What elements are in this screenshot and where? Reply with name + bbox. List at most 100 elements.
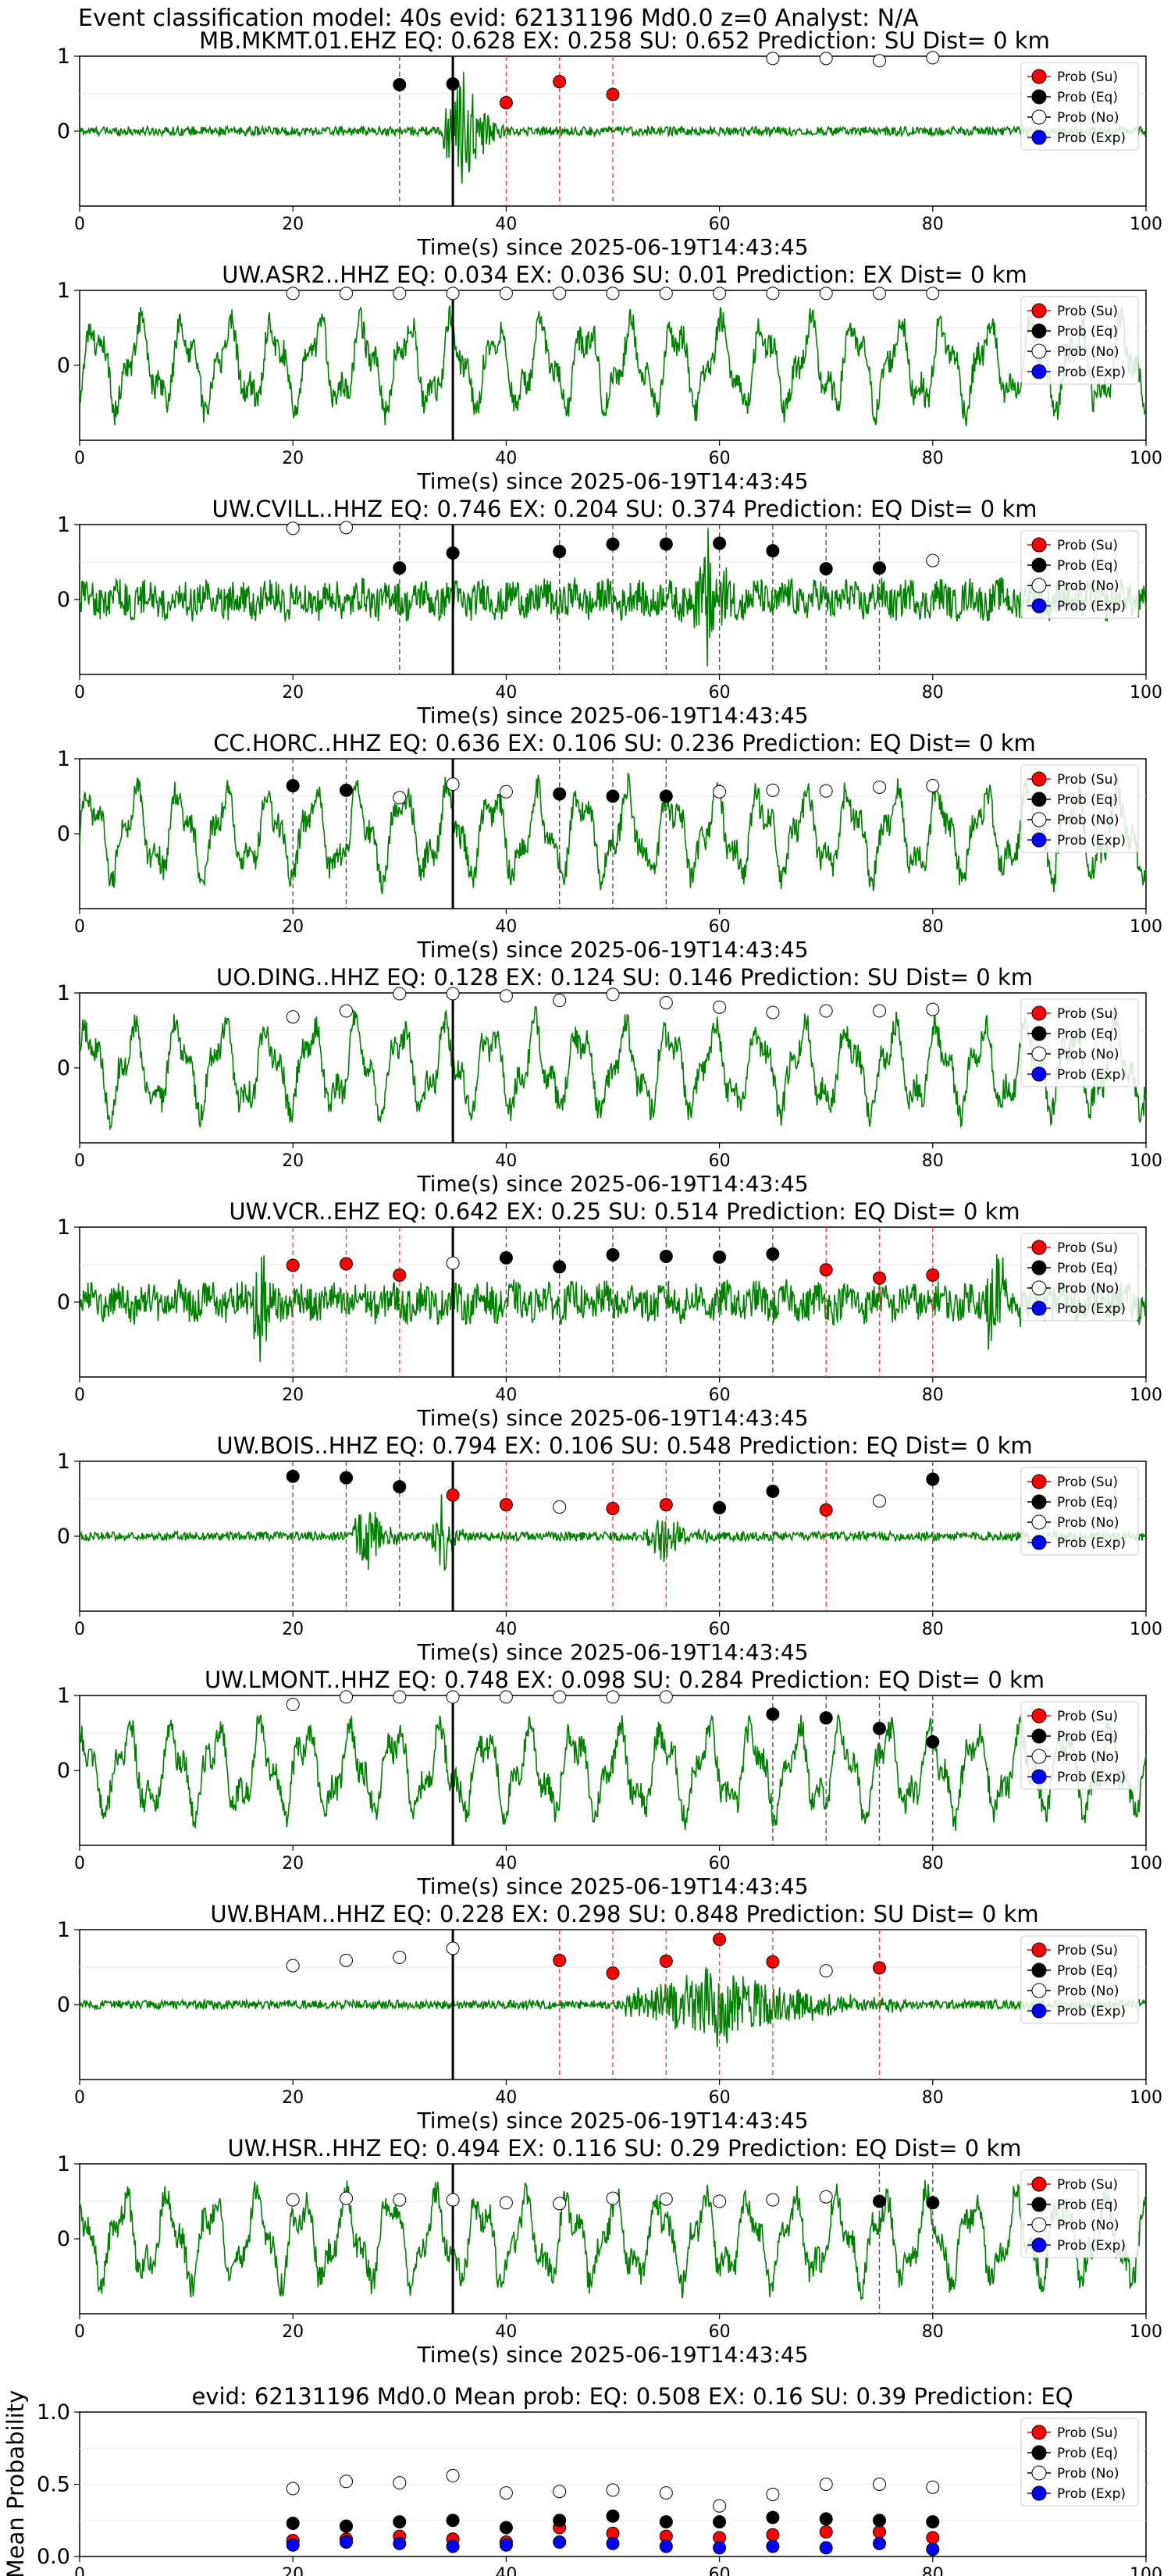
mean-marker-exp <box>286 2538 300 2552</box>
panel-title: CC.HORC..HHZ EQ: 0.636 EX: 0.106 SU: 0.2… <box>213 730 1036 756</box>
prob-marker-no <box>926 286 940 301</box>
mean-marker-eq <box>553 2514 567 2528</box>
plot-frame <box>79 290 1147 441</box>
prob-marker-no <box>659 995 673 1009</box>
legend-marker-no <box>1031 109 1047 125</box>
prob-marker-no <box>446 2193 460 2207</box>
x-tick-label: 60 <box>709 1151 731 1171</box>
x-tick-label: 20 <box>282 215 304 234</box>
legend-marker-su <box>1031 771 1047 787</box>
prob-marker-no <box>446 1941 460 1955</box>
y-tick-label: 0 <box>57 822 70 846</box>
prob-marker-no <box>446 987 460 1001</box>
prob-marker-no <box>446 1256 460 1270</box>
x-tick-label: 100 <box>1130 1854 1162 1873</box>
x-tick-label: 100 <box>1130 215 1162 234</box>
prob-marker-no <box>286 286 300 301</box>
prob-marker-eq <box>393 561 407 575</box>
prob-marker-no <box>286 1010 300 1024</box>
prob-marker-eq <box>873 561 886 575</box>
prob-marker-no <box>340 1690 353 1704</box>
prob-marker-eq <box>766 1707 780 1721</box>
mean-marker-eq <box>606 2509 620 2523</box>
legend-label-eq: Prob (Eq) <box>1057 2197 1118 2213</box>
prob-marker-eq <box>873 1721 886 1735</box>
prob-marker-su <box>393 1268 407 1282</box>
x-tick-label: 60 <box>709 1620 731 1639</box>
legend-label-su: Prob (Su) <box>1057 1475 1118 1490</box>
legend-label-exp: Prob (Exp) <box>1057 2238 1126 2254</box>
x-axis-label: Time(s) since 2025-06-19T14:43:45 <box>416 234 808 260</box>
mean-marker-no <box>340 2475 353 2489</box>
prob-marker-no <box>286 1959 300 1973</box>
prob-marker-no <box>873 1494 886 1508</box>
legend-box <box>1020 764 1139 853</box>
legend-box <box>1020 1467 1139 1556</box>
x-tick-label: 60 <box>709 683 731 703</box>
x-tick-label: 20 <box>282 917 304 937</box>
legend-label-eq: Prob (Eq) <box>1057 324 1118 340</box>
x-tick-label: 100 <box>1130 683 1162 703</box>
legend-marker-eq <box>1031 1494 1047 1510</box>
legend-label-su: Prob (Su) <box>1057 1006 1118 1022</box>
prob-marker-eq <box>659 789 673 803</box>
panel-title: UO.DING..HHZ EQ: 0.128 EX: 0.124 SU: 0.1… <box>216 964 1033 991</box>
prob-marker-no <box>766 52 780 66</box>
legend-marker-no <box>1031 1749 1047 1764</box>
prob-marker-no <box>766 1005 780 1019</box>
prob-marker-eq <box>766 544 780 558</box>
legend-marker-su <box>1031 2176 1047 2192</box>
legend-label-su: Prob (Su) <box>1057 538 1118 553</box>
x-tick-label: 100 <box>1130 1151 1162 1171</box>
legend-label-exp: Prob (Exp) <box>1057 1535 1126 1551</box>
y-tick-label: 0.5 <box>37 2473 70 2497</box>
panel-uw-vcr--ehz: UW.VCR..EHZ EQ: 0.642 EX: 0.25 SU: 0.514… <box>57 1198 1162 1431</box>
x-tick-label: 80 <box>922 1620 944 1639</box>
prob-marker-no <box>766 783 780 797</box>
x-tick-label: 60 <box>709 917 731 937</box>
mean-marker-exp <box>340 2535 353 2549</box>
x-axis-label: Time(s) since 2025-06-19T14:43:45 <box>416 1405 808 1431</box>
mean-marker-eq <box>873 2514 886 2528</box>
x-tick-label: 60 <box>709 215 731 234</box>
mean-marker-no <box>446 2468 460 2482</box>
y-tick-label: 1 <box>57 747 70 771</box>
prob-marker-su <box>659 1954 673 1968</box>
prob-marker-su <box>659 1498 673 1512</box>
prob-marker-no <box>819 1964 833 1978</box>
panel-uw-bois--hhz: UW.BOIS..HHZ EQ: 0.794 EX: 0.106 SU: 0.5… <box>57 1432 1162 1665</box>
prob-marker-no <box>340 521 353 535</box>
mean-marker-su <box>926 2531 940 2545</box>
prob-marker-no <box>446 1690 460 1704</box>
prob-marker-su <box>926 1268 940 1282</box>
mean-marker-eq <box>286 2516 300 2530</box>
legend-marker-su <box>1031 69 1047 84</box>
panel-mb-mkmt-01-ehz: MB.MKMT.01.EHZ EQ: 0.628 EX: 0.258 SU: 0… <box>57 27 1162 260</box>
y-tick-label: 1 <box>57 1450 70 1474</box>
legend-box <box>1020 2418 1139 2507</box>
prob-marker-su <box>340 1257 353 1271</box>
y-tick-label: 1.0 <box>37 2400 70 2425</box>
legend-marker-su <box>1031 1942 1047 1958</box>
prob-marker-eq <box>926 1472 940 1486</box>
x-tick-label: 80 <box>922 1386 944 1405</box>
panel-uw-bham--hhz: UW.BHAM..HHZ EQ: 0.228 EX: 0.298 SU: 0.8… <box>57 1901 1162 2133</box>
legend-marker-no <box>1031 343 1047 359</box>
prob-marker-no <box>393 1951 407 1965</box>
x-axis-label: Time(s) since 2025-06-19T14:43:45 <box>416 2108 808 2133</box>
legend-marker-eq <box>1031 89 1047 105</box>
prob-marker-no <box>393 987 407 1001</box>
legend-label-no: Prob (No) <box>1057 1749 1119 1765</box>
panel-title: evid: 62131196 Md0.0 Mean prob: EQ: 0.50… <box>191 2383 1073 2410</box>
prob-marker-eq <box>713 536 727 550</box>
x-tick-label: 0 <box>74 1386 85 1405</box>
mean-marker-exp <box>926 2542 940 2556</box>
prob-marker-no <box>606 987 620 1002</box>
legend-label-exp: Prob (Exp) <box>1057 2004 1126 2019</box>
prob-marker-eq <box>713 1501 727 1515</box>
x-axis-label: Time(s) since 2025-06-19T14:43:45 <box>416 1639 808 1665</box>
prob-marker-eq <box>819 562 833 576</box>
y-tick-label: 1 <box>57 279 70 303</box>
x-tick-label: 20 <box>282 2088 304 2108</box>
x-tick-label: 20 <box>282 683 304 703</box>
